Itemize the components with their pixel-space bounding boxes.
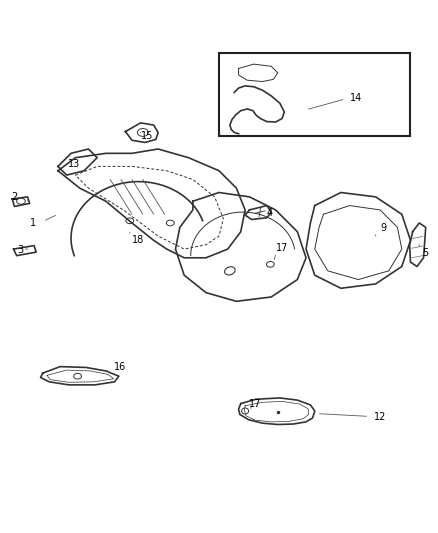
Text: 13: 13 — [68, 159, 81, 169]
Text: 17: 17 — [249, 399, 261, 409]
Text: 5: 5 — [423, 248, 429, 259]
Text: 14: 14 — [350, 93, 362, 103]
Text: 2: 2 — [11, 192, 18, 202]
Text: 17: 17 — [276, 243, 288, 253]
Text: 1: 1 — [30, 218, 36, 228]
Text: 12: 12 — [374, 411, 386, 422]
Text: 16: 16 — [114, 362, 126, 373]
Text: 15: 15 — [141, 131, 153, 141]
Text: 3: 3 — [17, 245, 23, 255]
Text: 18: 18 — [132, 235, 145, 245]
Text: 4: 4 — [267, 208, 273, 219]
Bar — [219, 53, 410, 136]
Text: 9: 9 — [381, 223, 387, 233]
